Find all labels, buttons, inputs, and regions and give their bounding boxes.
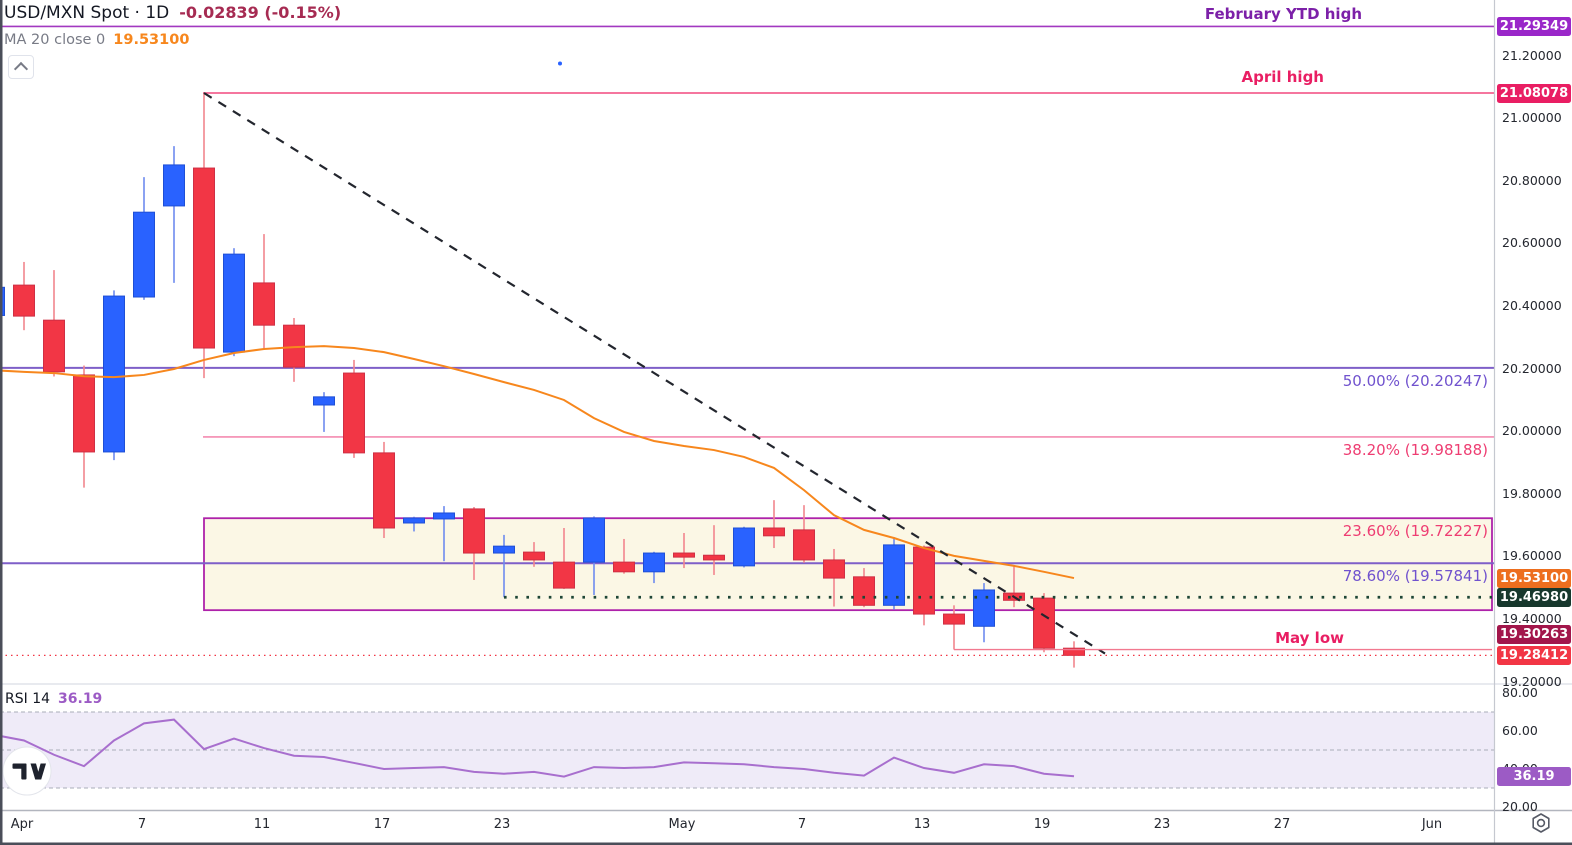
rsi-tick: 60.00 (1502, 723, 1538, 738)
rsi-study-label[interactable]: RSI 14 (5, 691, 51, 707)
price-tick: 21.20000 (1502, 47, 1562, 63)
time-tick: 19 (1033, 817, 1051, 832)
candle-body (673, 552, 695, 558)
candle-body (973, 589, 995, 627)
candle-body (733, 527, 755, 567)
price-badge: 21.29349 (1497, 16, 1571, 36)
candle-body (823, 559, 845, 579)
price-tick: 20.00000 (1502, 423, 1562, 439)
price-badge: 21.08078 (1497, 83, 1571, 103)
price-tick: 21.00000 (1502, 110, 1562, 126)
candle-body (343, 372, 365, 454)
rsi-study-value: 36.19 (58, 691, 103, 707)
candle-body (1033, 597, 1055, 649)
time-tick: 11 (253, 817, 271, 832)
gear-icon[interactable] (1532, 813, 1550, 833)
candle-body (523, 551, 545, 561)
bottom-window-edge (0, 842, 1572, 845)
price-badge: 19.53100 (1497, 568, 1571, 588)
price-badge: 19.28412 (1497, 645, 1571, 665)
change-value: -0.02839 (-0.15%) (179, 3, 342, 22)
ma-study-value: 19.53100 (113, 32, 190, 48)
trendline (203, 92, 1106, 655)
candle-body (163, 164, 185, 207)
candle-body (583, 517, 605, 563)
candle-body (433, 512, 455, 520)
symbol-title[interactable]: USD/MXN Spot · 1D (4, 3, 170, 23)
price-tick: 20.20000 (1502, 360, 1562, 376)
time-tick: 23 (1153, 817, 1171, 832)
candle-body (43, 319, 65, 373)
price-axis[interactable]: 21.20000 21.00000 20.80000 20.60000 20.40000… (1494, 0, 1572, 845)
candle-body (613, 561, 635, 573)
candle-body (13, 284, 35, 317)
candle-body (913, 546, 935, 615)
candle-body (943, 613, 965, 625)
stray-marker-dot (558, 61, 562, 66)
candle-body (703, 554, 725, 561)
time-tick: 13 (913, 817, 931, 832)
candle-body (643, 552, 665, 573)
price-tick: 20.60000 (1502, 235, 1562, 251)
price-tick: 19.80000 (1502, 485, 1562, 501)
time-tick: Jun (1421, 817, 1443, 832)
price-badge: 19.46980 (1497, 587, 1571, 607)
candle-body (103, 295, 125, 453)
candle-body (763, 527, 785, 537)
candle-body (793, 529, 815, 561)
candle-body (223, 253, 245, 353)
time-tick: 23 (493, 817, 511, 832)
candle-body (193, 167, 215, 349)
candle-body (883, 544, 905, 606)
price-badge: 19.30263 (1497, 624, 1571, 644)
candle-body (373, 452, 395, 529)
time-tick: Apr (10, 817, 34, 832)
price-tick: 20.40000 (1502, 298, 1562, 314)
price-tick: 19.60000 (1502, 548, 1562, 564)
time-tick: 27 (1273, 817, 1291, 832)
rsi-tick: 20.00 (1502, 799, 1538, 814)
ma20-line (0, 345, 1075, 580)
price-tick: 19.20000 (1502, 673, 1562, 689)
rsi-line (0, 718, 1075, 778)
price-tick: 20.80000 (1502, 172, 1562, 188)
candle-body (463, 508, 485, 554)
candle-body (403, 517, 425, 524)
rsi-tick: 80.00 (1502, 685, 1538, 700)
tradingview-logo[interactable] (2, 746, 52, 796)
candle-body (553, 561, 575, 589)
legend-row-symbol: USD/MXN Spot · 1D -0.02839 (-0.15%) (4, 3, 341, 23)
ma-study-label[interactable]: MA 20 close 0 (4, 32, 106, 48)
legend-row-ma: MA 20 close 0 19.53100 (4, 32, 189, 48)
candle-body (493, 545, 515, 554)
candle-body (73, 374, 95, 453)
rsi-badge: 36.19 (1497, 766, 1571, 786)
legend-row-rsi: RSI 14 36.19 (3, 691, 108, 707)
time-tick: 7 (137, 817, 147, 832)
candle-body (133, 211, 155, 298)
price-tick: 19.40000 (1502, 611, 1562, 627)
candle-body (313, 396, 335, 406)
left-window-edge (0, 0, 3, 845)
candle-body (253, 282, 275, 326)
time-tick: 17 (373, 817, 391, 832)
time-tick: May (668, 817, 696, 832)
time-axis[interactable]: Apr 7 11 17 23 May 7 13 19 23 27 Jun (0, 810, 1572, 845)
candle-body (853, 576, 875, 606)
chevron-up-icon[interactable] (8, 55, 34, 79)
time-tick: 7 (797, 817, 807, 832)
